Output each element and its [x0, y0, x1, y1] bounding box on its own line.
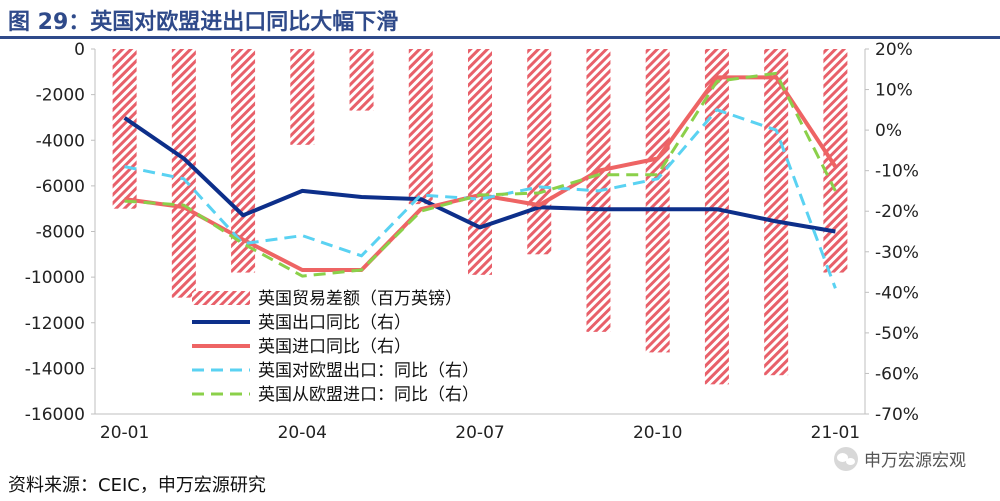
right-tick-label: -50% [875, 324, 919, 344]
legend-label: 英国出口同比（右） [258, 313, 411, 333]
legend-label: 英国从欧盟进口：同比（右） [258, 385, 479, 405]
left-tick-label: -12000 [25, 314, 85, 334]
bar-20-11 [704, 49, 729, 385]
bar-20-06 [408, 49, 433, 205]
series-line-1 [123, 116, 836, 234]
bar-21-01 [823, 49, 848, 273]
bar-20-01 [112, 49, 137, 209]
right-tick-label: 10% [875, 81, 913, 101]
x-tick-label: 20-01 [100, 423, 149, 443]
left-tick-label: -14000 [25, 359, 85, 379]
source-note: 资料来源：CEIC，申万宏源研究 [8, 475, 266, 496]
right-tick-label: -10% [875, 162, 919, 182]
left-tick-label: -16000 [25, 405, 85, 425]
right-tick-label: -60% [875, 364, 919, 384]
bar-20-02 [171, 49, 196, 298]
bar-20-10 [645, 49, 670, 353]
left-tick-label: -10000 [25, 268, 85, 288]
left-tick-label: -2000 [36, 86, 85, 106]
right-tick-label: -30% [875, 243, 919, 263]
bar-20-08 [527, 49, 552, 255]
right-tick-label: 20% [875, 40, 913, 60]
series-line-4 [124, 71, 837, 278]
left-tick-label: -8000 [36, 223, 85, 243]
left-tick-label: -6000 [36, 177, 85, 197]
x-tick-label: 20-07 [455, 423, 504, 443]
left-tick-label: -4000 [36, 131, 85, 151]
series-line-3 [124, 108, 837, 289]
wechat-icon [834, 446, 858, 471]
bar-20-12 [764, 49, 789, 376]
right-tick-label: -40% [875, 283, 919, 303]
chart-title: 图 29：英国对欧盟进出口同比大幅下滑 [8, 10, 399, 35]
bar-20-05 [349, 49, 374, 111]
bars-layer [112, 49, 848, 385]
watermark-text: 申万宏源宏观 [864, 451, 966, 471]
x-tick-label: 20-04 [278, 423, 327, 443]
right-tick-label: -70% [875, 405, 919, 425]
x-tick-label: 20-10 [633, 423, 682, 443]
left-tick-label: 0 [74, 40, 85, 60]
right-tick-label: -20% [875, 202, 919, 222]
bar-20-07 [468, 49, 492, 275]
axes-layer: 0 -2000 -4000 -6000 -8000 -10000 -12000 -14000 -… [25, 40, 919, 443]
title-rule [0, 36, 1000, 39]
watermark: 申万宏源宏观 [834, 446, 966, 471]
legend-label: 英国进口同比（右） [258, 337, 411, 357]
right-tick-label: 0% [875, 121, 902, 141]
lines-layer [123, 71, 838, 289]
legend: 英国贸易差额（百万英镑） 英国出口同比（右） 英国进口同比（右） 英国对欧盟出口：同比… [192, 289, 479, 405]
legend-label: 英国对欧盟出口：同比（右） [258, 361, 479, 381]
legend-label: 英国贸易差额（百万英镑） [258, 289, 462, 309]
x-tick-label: 21-01 [811, 423, 860, 443]
legend-swatch-bar [192, 291, 250, 305]
bar-20-04 [290, 49, 315, 145]
